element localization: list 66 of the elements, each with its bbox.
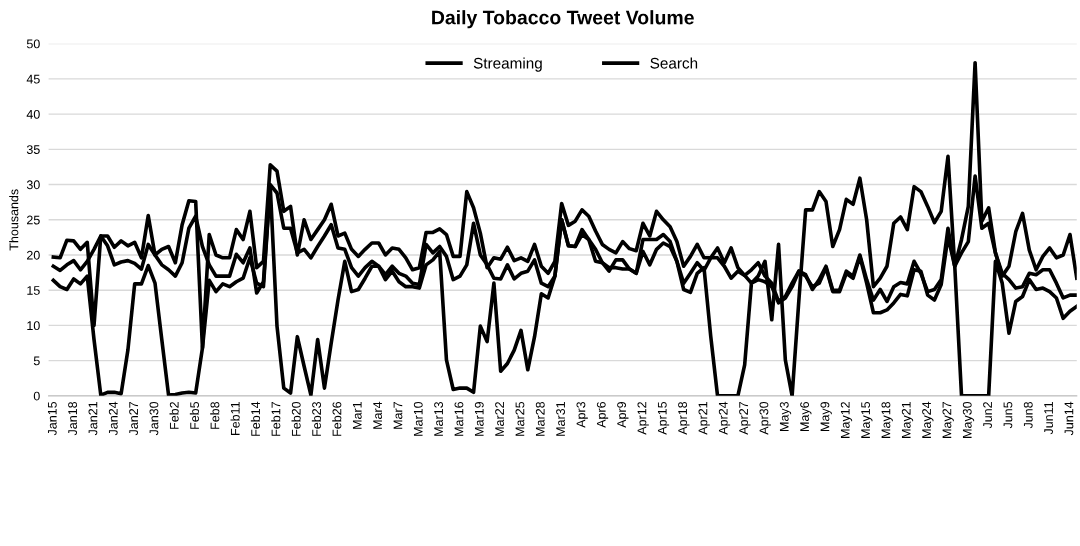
x-tick-label: Mar22 xyxy=(495,402,505,436)
x-tick-label: Apr9 xyxy=(617,402,629,428)
y-tick-label: 15 xyxy=(27,286,40,295)
x-tick-label: May24 xyxy=(922,401,934,438)
x-tick-label: Feb17 xyxy=(271,402,281,436)
x-tick-label: Feb2 xyxy=(169,402,179,429)
x-tick-label: Jun14 xyxy=(1064,401,1074,436)
x-tick-label: May12 xyxy=(840,402,853,438)
x-tick-label: Mar13 xyxy=(434,401,444,436)
y-tick-label: 0 xyxy=(33,391,40,401)
x-tick-label: Mar19 xyxy=(474,401,484,436)
x-tick-label: Mar31 xyxy=(556,402,566,436)
y-tick-label: 30 xyxy=(26,180,40,190)
y-tick-label: 5 xyxy=(33,356,40,366)
y-tick-label: 45 xyxy=(26,74,40,84)
x-tick-label: Mar10 xyxy=(413,401,423,436)
x-tick-label: Feb11 xyxy=(230,402,240,435)
x-tick-label: May27 xyxy=(942,402,954,438)
x-tick-label: Apr21 xyxy=(698,402,710,435)
x-tick-label: Apr18 xyxy=(678,401,690,435)
x-tick-label: Apr27 xyxy=(739,402,751,435)
x-tick-label: Feb14 xyxy=(250,401,261,436)
x-tick-label: May6 xyxy=(800,401,812,431)
x-tick-label: May3 xyxy=(779,401,792,431)
x-tick-label: Jan15 xyxy=(47,401,57,436)
x-tick-label: Mar25 xyxy=(515,401,525,436)
y-tick-label: 35 xyxy=(26,145,40,154)
x-tick-label: Mar16 xyxy=(454,401,464,436)
x-tick-label: Jan24 xyxy=(108,401,118,436)
x-tick-label: May21 xyxy=(901,402,914,438)
chart-title: Daily Tobacco Tweet Volume xyxy=(432,10,694,29)
x-tick-label: Feb20 xyxy=(291,401,301,436)
x-tick-label: Jun5 xyxy=(1003,401,1013,429)
x-tick-label: Mar4 xyxy=(373,401,383,429)
y-axis-title: Thousands xyxy=(9,189,19,251)
x-tick-label: Apr3 xyxy=(576,401,588,428)
x-tick-label: May9 xyxy=(820,402,832,431)
y-tick-label: 20 xyxy=(26,250,40,260)
y-tick-label: 10 xyxy=(27,321,40,331)
x-tick-label: May15 xyxy=(861,401,873,438)
x-tick-label: Jun8 xyxy=(1023,401,1033,429)
x-tick-label: Apr30 xyxy=(759,401,771,435)
x-tick-label: Feb5 xyxy=(189,401,200,429)
x-tick-label: Feb23 xyxy=(311,401,322,436)
legend-label: Streaming xyxy=(473,57,542,72)
y-tick-label: 50 xyxy=(26,39,40,49)
y-tick-label: 25 xyxy=(26,215,40,225)
x-tick-label: Mar1 xyxy=(352,402,362,429)
x-tick-label: Apr15 xyxy=(657,401,670,435)
y-tick-label: 40 xyxy=(26,109,40,119)
x-tick-label: Apr12 xyxy=(637,402,649,435)
x-tick-label: Feb26 xyxy=(332,401,342,436)
x-tick-label: Mar7 xyxy=(393,402,403,429)
x-tick-label: Feb8 xyxy=(210,401,220,429)
x-tick-label: Jan21 xyxy=(88,402,98,436)
x-tick-label: Apr6 xyxy=(596,401,609,428)
x-tick-label: May30 xyxy=(962,401,975,438)
x-tick-label: Mar28 xyxy=(535,401,545,436)
x-tick-label: May18 xyxy=(881,401,893,438)
x-tick-label: Apr24 xyxy=(718,401,731,435)
x-tick-label: Jun11 xyxy=(1044,402,1054,435)
x-tick-label: Jan30 xyxy=(149,401,159,436)
x-tick-label: Jan27 xyxy=(129,402,139,436)
x-tick-label: Jan18 xyxy=(68,401,78,436)
x-tick-label: Jun2 xyxy=(983,402,993,429)
legend-label: Search xyxy=(650,57,698,69)
